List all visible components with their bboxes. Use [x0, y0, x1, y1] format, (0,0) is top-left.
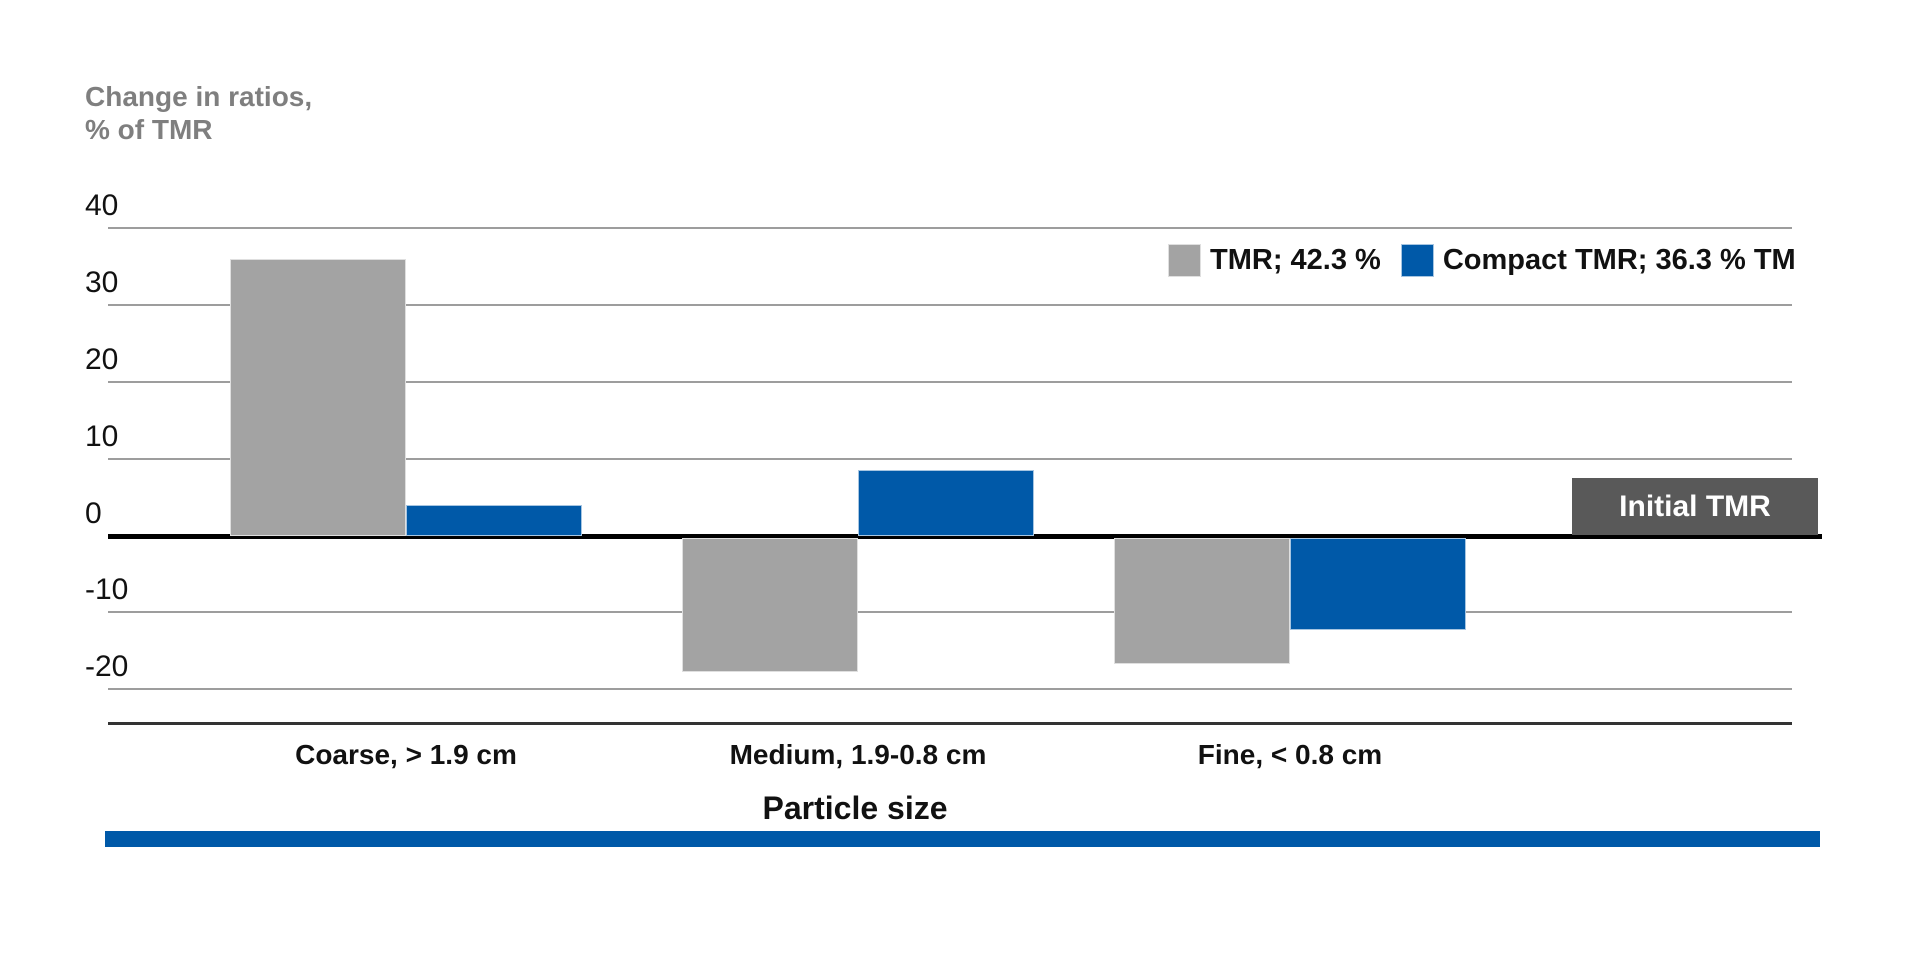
gridline	[108, 303, 1792, 306]
decorative-blue-rule	[105, 831, 1820, 847]
x-axis-title: Particle size	[762, 790, 948, 826]
y-tick-label: -20	[85, 650, 129, 684]
bar-tmr-2	[1114, 537, 1290, 665]
bar-compact-tmr-2	[1290, 537, 1466, 630]
y-axis-title-line2: % of TMR	[85, 114, 213, 146]
legend-swatch-gray	[1168, 244, 1201, 277]
bar-tmr-1	[682, 537, 858, 673]
legend-label-tmr: TMR; 42.3 %	[1210, 244, 1381, 276]
initial-tmr-annotation: Initial TMR	[1572, 478, 1818, 535]
y-axis-title-line1: Change in ratios,	[85, 81, 313, 112]
y-tick-label: 20	[85, 342, 119, 376]
gridline	[108, 380, 1792, 383]
category-axis-line	[108, 722, 1792, 725]
y-tick-label: -10	[85, 573, 129, 607]
legend-label-compact-tmr: Compact TMR; 36.3 % TM	[1442, 244, 1796, 276]
gridline	[108, 227, 1792, 229]
y-axis-title: Change in ratios, % of TMR	[85, 80, 312, 146]
gridline	[108, 457, 1792, 460]
y-tick-label: 40	[85, 189, 119, 222]
x-category-label: Fine, < 0.8 cm	[1197, 739, 1383, 770]
bar-tmr-0	[230, 258, 406, 536]
legend-item-tmr: TMR; 42.3 %	[1168, 244, 1381, 277]
gridline	[108, 688, 1792, 691]
x-category-label: Coarse, > 1.9 cm	[295, 739, 517, 770]
zero-axis-line	[108, 533, 1822, 539]
legend: TMR; 42.3 % Compact TMR; 36.3 % TM	[1168, 244, 1796, 277]
bar-compact-tmr-1	[858, 470, 1034, 536]
legend-item-compact-tmr: Compact TMR; 36.3 % TM	[1400, 244, 1796, 277]
legend-swatch-blue	[1400, 244, 1434, 277]
y-tick-label: 0	[85, 496, 102, 530]
y-tick-label: 30	[85, 265, 119, 299]
y-tick-label: 10	[85, 419, 119, 453]
gridline	[108, 611, 1792, 614]
bar-compact-tmr-0	[406, 504, 582, 536]
x-category-label: Medium, 1.9-0.8 cm	[729, 739, 987, 770]
